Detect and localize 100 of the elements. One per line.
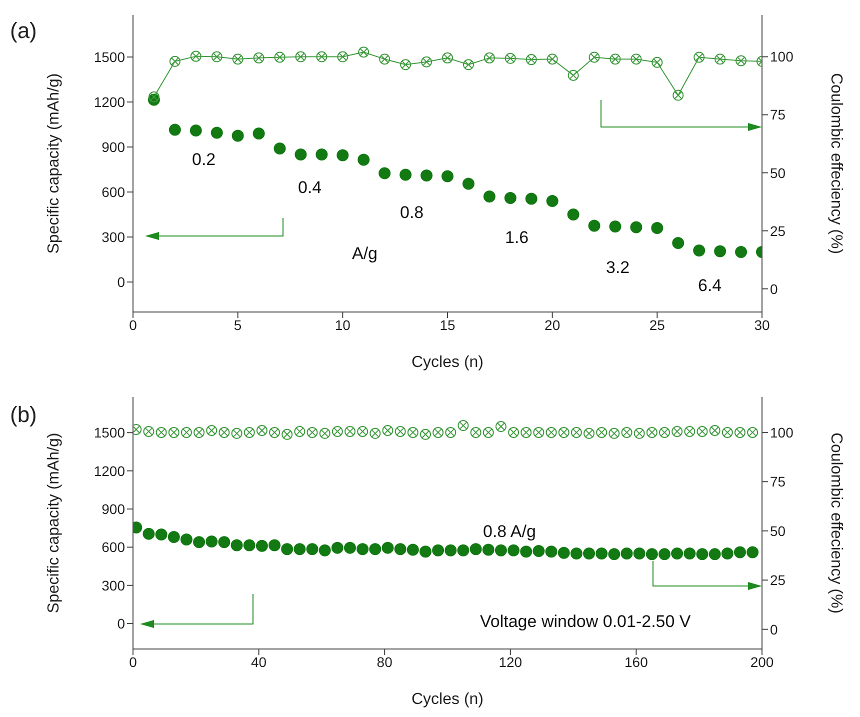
point — [546, 54, 558, 65]
y-tick-label: 900 — [102, 500, 126, 517]
point — [148, 91, 160, 102]
y-tick-label: 1200 — [94, 94, 126, 110]
y2-tick-label: 25 — [770, 222, 786, 239]
y2-tick-label: 75 — [770, 474, 786, 490]
point — [316, 51, 328, 62]
point — [318, 544, 331, 556]
point — [684, 548, 696, 560]
y-tick-label: 0 — [117, 274, 126, 290]
point — [482, 544, 494, 556]
point — [168, 531, 180, 543]
point — [714, 54, 726, 65]
y-tick-label: 600 — [102, 184, 126, 200]
point — [596, 548, 608, 560]
point — [232, 130, 244, 142]
x-axis-title: Cycles (n) — [411, 691, 484, 708]
point — [230, 539, 243, 552]
point — [268, 539, 281, 552]
annotation: 6.4 — [698, 276, 722, 296]
point — [344, 542, 356, 554]
point — [168, 124, 181, 136]
point — [462, 59, 474, 70]
point — [294, 148, 307, 160]
point — [694, 52, 705, 63]
point — [316, 148, 328, 160]
x-tick-label: 120 — [498, 654, 522, 670]
point — [190, 124, 202, 136]
point — [567, 208, 580, 220]
point — [442, 52, 453, 64]
x-tick-label: 200 — [750, 654, 774, 670]
annotation: 0.2 — [192, 150, 216, 170]
point — [736, 55, 747, 66]
y-axis-title: Specific capacity (mAh/g) — [46, 432, 63, 614]
y-tick-label: 900 — [102, 138, 126, 155]
point — [421, 56, 432, 68]
x-tick-label: 40 — [251, 654, 267, 670]
x-tick-label: 80 — [376, 654, 393, 670]
y2-axis-title: Coulombic effeciency (%) — [827, 72, 844, 254]
point — [206, 535, 218, 548]
point — [630, 54, 642, 65]
point — [504, 192, 516, 204]
point — [708, 548, 721, 560]
annotation: Voltage window 0.01-2.50 V — [480, 612, 691, 632]
chart-title: (b) — [10, 402, 37, 428]
y2-tick-label: 100 — [770, 424, 794, 440]
point — [331, 542, 344, 554]
annotation: 0.4 — [298, 178, 322, 198]
y-tick-label: 300 — [102, 577, 126, 594]
point — [190, 50, 202, 62]
point — [532, 545, 545, 557]
point — [526, 54, 537, 66]
point — [256, 540, 268, 552]
point — [400, 59, 412, 70]
point — [369, 543, 382, 556]
y-tick-label: 1200 — [94, 462, 126, 479]
x-tick-label: 10 — [334, 316, 351, 333]
x-tick-label: 0 — [129, 654, 138, 670]
point — [155, 528, 168, 540]
point — [180, 534, 192, 546]
annotation: 0.8 A/g — [483, 522, 536, 542]
point — [358, 46, 370, 58]
point — [671, 548, 684, 560]
point — [568, 70, 579, 81]
point — [696, 548, 708, 560]
x-tick-label: 30 — [754, 316, 770, 333]
point — [274, 52, 286, 63]
point — [457, 544, 470, 556]
point — [232, 54, 244, 65]
point — [545, 546, 558, 558]
point — [672, 90, 684, 101]
point — [193, 536, 206, 548]
point — [382, 542, 394, 554]
point — [406, 544, 419, 556]
point — [394, 543, 406, 556]
point — [588, 220, 600, 232]
point — [444, 544, 457, 556]
x-tick-label: 20 — [544, 316, 560, 333]
y2-tick-label: 75 — [770, 106, 786, 123]
point — [253, 52, 264, 64]
x-tick-label: 15 — [440, 316, 456, 333]
x-axis-title: Cycles (n) — [411, 354, 484, 371]
point — [336, 149, 349, 162]
point — [652, 56, 663, 68]
y2-tick-label: 0 — [770, 280, 778, 297]
x-tick-label: 160 — [624, 654, 648, 670]
point — [746, 546, 759, 558]
point — [610, 54, 621, 65]
y-tick-label: 0 — [117, 616, 126, 632]
point — [432, 544, 444, 556]
point — [378, 167, 391, 180]
point — [620, 548, 633, 560]
y-axis-title: Specific capacity (mAh/g) — [46, 73, 63, 254]
x-tick-label: 25 — [649, 316, 666, 333]
point — [558, 546, 570, 559]
y2-tick-label: 0 — [770, 621, 778, 638]
annotation: 0.8 — [400, 203, 424, 223]
point — [470, 543, 482, 556]
y2-tick-label: 50 — [770, 164, 786, 181]
point — [608, 548, 620, 560]
